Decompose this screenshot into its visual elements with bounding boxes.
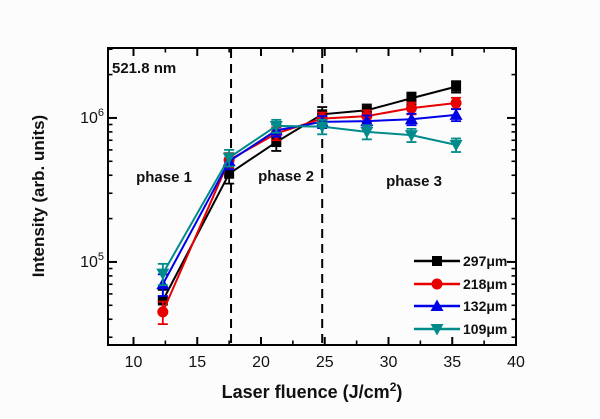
legend: 297μm 218μm 132μm 109μm xyxy=(414,250,507,340)
legend-label: 218μm xyxy=(463,275,508,292)
wavelength-annotation: 521.8 nm xyxy=(112,60,177,77)
y-tick-label: 106 xyxy=(80,107,104,127)
x-tick-label: 10 xyxy=(125,354,143,371)
x-tick-label: 30 xyxy=(380,354,398,371)
x-axis-title-text: Laser fluence (J/cm xyxy=(221,382,390,402)
legend-item: 218μm xyxy=(414,273,507,296)
legend-item: 297μm xyxy=(414,250,507,273)
legend-label: 297μm xyxy=(463,253,508,270)
legend-key-square-icon xyxy=(414,256,460,267)
y-axis-title: Intensity (arb. units) xyxy=(29,114,48,278)
legend-item: 132μm xyxy=(414,295,507,318)
x-tick-label: 40 xyxy=(507,354,525,371)
phase3-label: phase 3 xyxy=(386,173,442,190)
legend-label: 132μm xyxy=(463,298,508,315)
x-tick-label: 35 xyxy=(443,354,461,371)
x-tick-label: 20 xyxy=(252,354,270,371)
y-tick-label: 105 xyxy=(80,251,104,271)
legend-key-circle-icon xyxy=(414,278,460,290)
legend-label: 109μm xyxy=(463,321,508,338)
x-tick-label: 15 xyxy=(188,354,206,371)
legend-key-triangle-down-icon xyxy=(414,324,460,336)
phase1-label: phase 1 xyxy=(136,169,192,186)
y-tick-labels: 105 106 xyxy=(80,107,104,271)
legend-key-triangle-up-icon xyxy=(414,299,460,312)
series-109μm xyxy=(156,118,463,287)
x-axis-title-sup: 2 xyxy=(389,380,397,394)
legend-item: 109μm xyxy=(414,318,507,341)
x-axis-title-close: ) xyxy=(396,382,403,402)
x-axis-title: Laser fluence (J/cm2) xyxy=(222,380,403,403)
axis-ticks xyxy=(108,48,517,345)
phase2-label: phase 2 xyxy=(258,168,314,185)
plot-frame xyxy=(107,47,517,346)
x-tick-label: 25 xyxy=(316,354,334,371)
x-tick-labels: 10 15 20 25 30 35 40 xyxy=(125,354,525,371)
